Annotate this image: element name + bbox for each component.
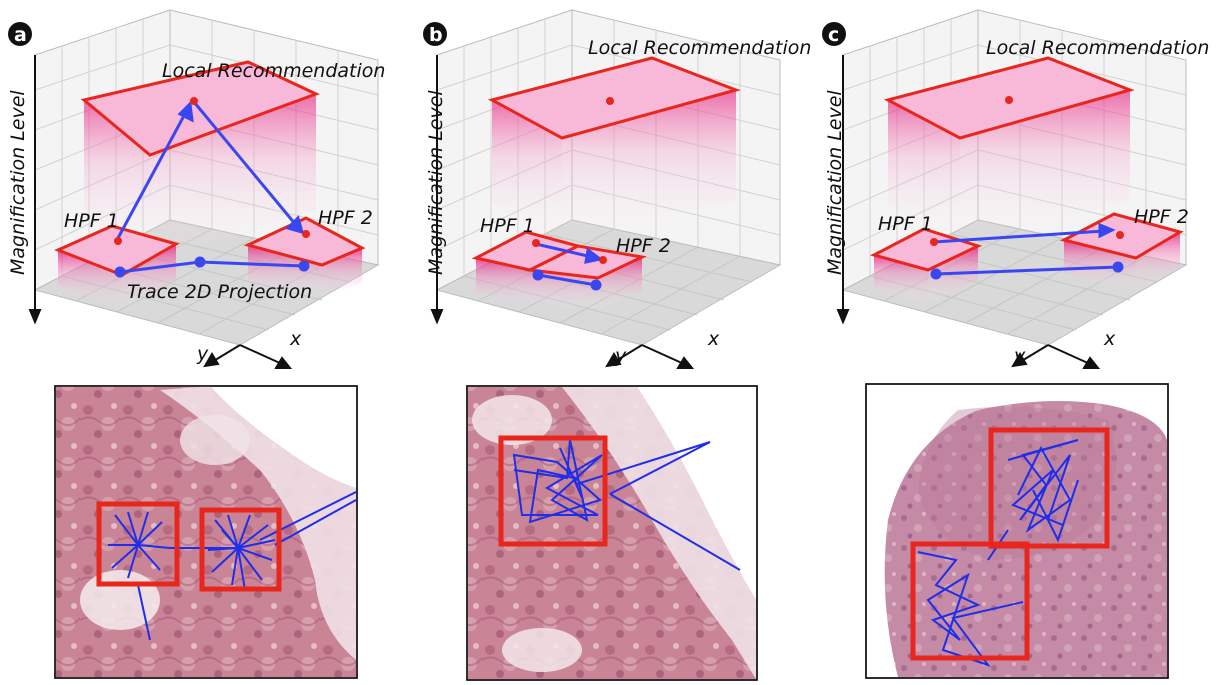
slide-image-a bbox=[54, 385, 358, 679]
hpf2-label: HPF 2 bbox=[1134, 206, 1189, 228]
hpf1-plane bbox=[54, 224, 180, 277]
axes bbox=[430, 55, 695, 369]
hpf2-point bbox=[599, 256, 607, 264]
magnification-axis-label: Magnification Level bbox=[7, 90, 29, 275]
badge-a bbox=[8, 22, 32, 46]
badge-a-text: a bbox=[14, 24, 27, 46]
axes bbox=[28, 55, 293, 369]
badge-b-text: b bbox=[429, 24, 443, 46]
x-axis-label: x bbox=[1103, 328, 1116, 350]
trace-arrows bbox=[933, 222, 1116, 244]
slide-image-c bbox=[865, 383, 1169, 679]
hpf2-label: HPF 2 bbox=[318, 207, 373, 229]
trace-projection bbox=[114, 256, 310, 278]
magnification-axis-label: Magnification Level bbox=[824, 90, 846, 275]
top-label: Local Recommendation bbox=[986, 37, 1209, 59]
badge-b bbox=[423, 22, 447, 46]
hpf2-point bbox=[1116, 231, 1124, 239]
x-axis-label: x bbox=[707, 328, 720, 350]
hpf2-point bbox=[302, 230, 310, 238]
hpf1-label: HPF 1 bbox=[480, 215, 535, 237]
panel-b: y x Magnification Level Local Recommenda… bbox=[423, 9, 811, 681]
hpf1-box bbox=[96, 501, 180, 587]
hpf1-label: HPF 1 bbox=[878, 213, 933, 235]
panel-c: y x Magnification Level Local Recommenda… bbox=[822, 9, 1209, 679]
x-axis-label: x bbox=[289, 328, 302, 350]
trace-projection bbox=[532, 269, 602, 291]
axes bbox=[836, 55, 1101, 369]
top-label: Local Recommendation bbox=[162, 60, 385, 82]
badge-c bbox=[822, 22, 846, 46]
hpf1-label: HPF 1 bbox=[64, 210, 119, 232]
badge-c-text: c bbox=[828, 24, 839, 46]
y-axis-label: y bbox=[1013, 345, 1026, 367]
hpf2-label: HPF 2 bbox=[616, 235, 671, 257]
hpf2-plane bbox=[243, 216, 366, 267]
panel-a: y x Magnification Level Local Recommenda… bbox=[7, 9, 385, 679]
hpf2-box bbox=[988, 427, 1110, 549]
hpf-box bbox=[498, 435, 608, 547]
trace-arrows bbox=[115, 100, 305, 241]
hpf1-point bbox=[114, 237, 122, 245]
projection-label: Trace 2D Projection bbox=[127, 281, 312, 303]
top-point bbox=[606, 97, 614, 105]
hpf1-box bbox=[910, 541, 1030, 661]
magnification-axis-label: Magnification Level bbox=[425, 90, 447, 275]
trace-projection bbox=[930, 261, 1124, 280]
top-plane bbox=[487, 56, 741, 140]
hpf1-plane bbox=[869, 227, 983, 272]
top-label: Local Recommendation bbox=[588, 37, 811, 59]
hpf1-point bbox=[532, 239, 540, 247]
y-axis-label: y bbox=[196, 343, 209, 365]
y-axis-label: y bbox=[614, 345, 627, 367]
top-point bbox=[190, 97, 198, 105]
hpf1-point bbox=[930, 238, 938, 246]
top-point bbox=[1005, 96, 1013, 104]
hpf2-box bbox=[199, 507, 282, 592]
trace-arrows bbox=[535, 242, 604, 264]
slide-image-b bbox=[466, 385, 758, 681]
